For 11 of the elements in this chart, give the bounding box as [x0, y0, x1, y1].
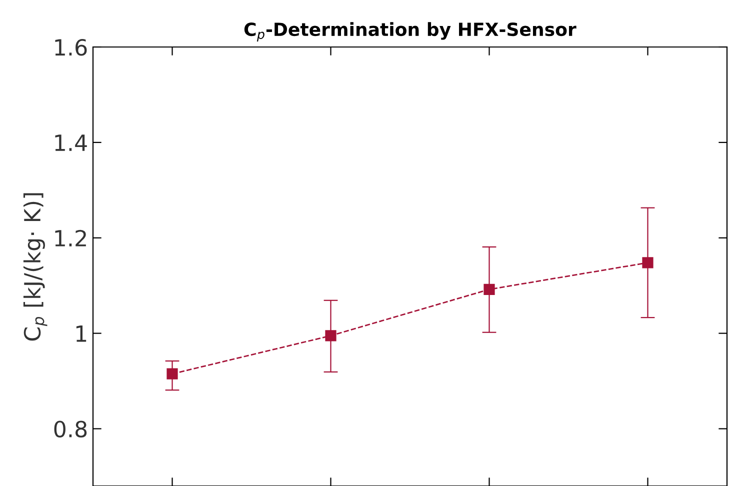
chart-title: C$_{p}$-Determination by HFX-Sensor	[244, 22, 576, 42]
point	[642, 257, 654, 268]
y-tick-label: 1.4	[55, 134, 87, 151]
point	[484, 284, 495, 295]
y-tick-label: 1.6	[55, 38, 87, 56]
y-axis-title: C$_{p}$ [kJ/(kg· K)]	[23, 193, 48, 341]
y-tick-label: 0.8	[54, 420, 87, 438]
point	[325, 330, 336, 342]
y-tick-label: 1.2	[55, 230, 86, 246]
y-tick-label: 1	[76, 326, 86, 342]
point	[166, 368, 178, 380]
